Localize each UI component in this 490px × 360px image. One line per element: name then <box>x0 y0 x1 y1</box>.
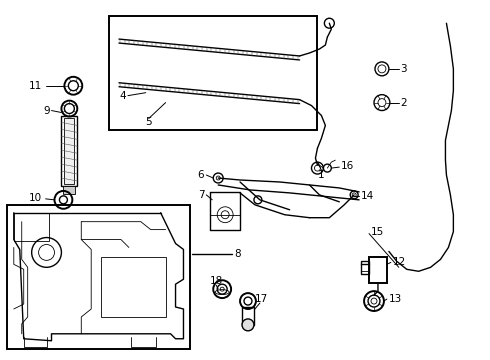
Text: 17: 17 <box>255 294 269 304</box>
Bar <box>109 16 318 130</box>
Text: 12: 12 <box>393 257 406 267</box>
Text: 4: 4 <box>119 91 126 101</box>
Text: 16: 16 <box>341 161 354 171</box>
Bar <box>63 186 75 194</box>
Text: 1: 1 <box>318 170 325 180</box>
Text: 2: 2 <box>400 98 407 108</box>
Text: 10: 10 <box>28 193 42 203</box>
Text: 7: 7 <box>197 190 204 200</box>
Bar <box>14 213 49 240</box>
Bar <box>242 307 254 325</box>
Text: 8: 8 <box>235 249 242 260</box>
Text: 3: 3 <box>400 64 407 74</box>
Text: 5: 5 <box>146 117 152 127</box>
Bar <box>61 117 77 186</box>
Bar <box>101 257 166 317</box>
Text: 15: 15 <box>371 226 384 237</box>
Text: 6: 6 <box>197 170 204 180</box>
Text: 18: 18 <box>210 276 223 286</box>
Bar <box>64 118 74 184</box>
Bar <box>361 261 369 274</box>
Bar <box>7 205 191 349</box>
Text: 13: 13 <box>389 294 402 304</box>
Circle shape <box>242 319 254 331</box>
Text: 9: 9 <box>43 105 49 116</box>
Text: 14: 14 <box>361 191 374 201</box>
Text: 11: 11 <box>28 81 42 91</box>
Bar <box>369 257 387 283</box>
